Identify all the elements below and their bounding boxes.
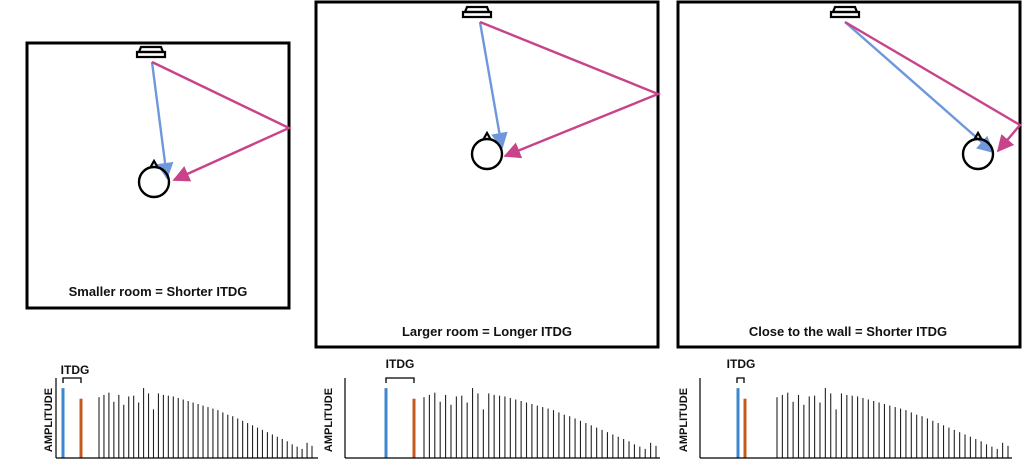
itdg-label: ITDG: [727, 357, 756, 371]
impulse-response-plot-close-to-wall: AMPLITUDE ITDG: [678, 357, 1012, 459]
speaker-icon: [829, 5, 861, 19]
panel-caption: Smaller room = Shorter ITDG: [69, 284, 248, 299]
reflection-arrow: [479, 20, 662, 159]
panel-caption: Larger room = Longer ITDG: [402, 324, 572, 339]
itdg-bracket: [385, 377, 415, 383]
listener-head-icon: [961, 130, 995, 171]
itdg-bracket: [736, 377, 745, 383]
speaker-icon: [135, 45, 167, 59]
reverb-bars: [61, 388, 313, 458]
room-outline: [314, 0, 660, 349]
reverb-bars: [736, 388, 1009, 458]
amplitude-axis-label: AMPLITUDE: [678, 388, 690, 452]
room-outline: [676, 0, 1022, 349]
speaker-icon: [461, 5, 493, 19]
direct-sound-arrow: [150, 61, 174, 180]
room-panel-smaller: Smaller room = Shorter ITDG: [25, 41, 292, 310]
direct-sound-arrow: [844, 21, 995, 154]
amplitude-axis-label: AMPLITUDE: [323, 388, 335, 452]
reflection-arrow: [151, 60, 292, 182]
itdg-label: ITDG: [61, 363, 90, 377]
amplitude-axis-label: AMPLITUDE: [43, 388, 55, 452]
reverb-bars: [384, 388, 657, 458]
itdg-label: ITDG: [386, 357, 415, 371]
room-panel-close-to-wall: Close to the wall = Shorter ITDG: [676, 0, 1022, 349]
direct-sound-arrow: [478, 21, 508, 150]
room-panel-larger: Larger room = Longer ITDG: [314, 0, 662, 349]
impulse-response-plot-smaller-room: AMPLITUDE ITDG: [43, 363, 318, 459]
panel-caption: Close to the wall = Shorter ITDG: [749, 324, 947, 339]
itdg-bracket: [62, 377, 82, 383]
room-outline: [25, 41, 291, 310]
listener-head-icon: [137, 158, 171, 199]
listener-head-icon: [470, 130, 504, 171]
impulse-response-plot-larger-room: AMPLITUDE ITDG: [323, 357, 660, 459]
reflection-arrow: [844, 20, 1022, 153]
